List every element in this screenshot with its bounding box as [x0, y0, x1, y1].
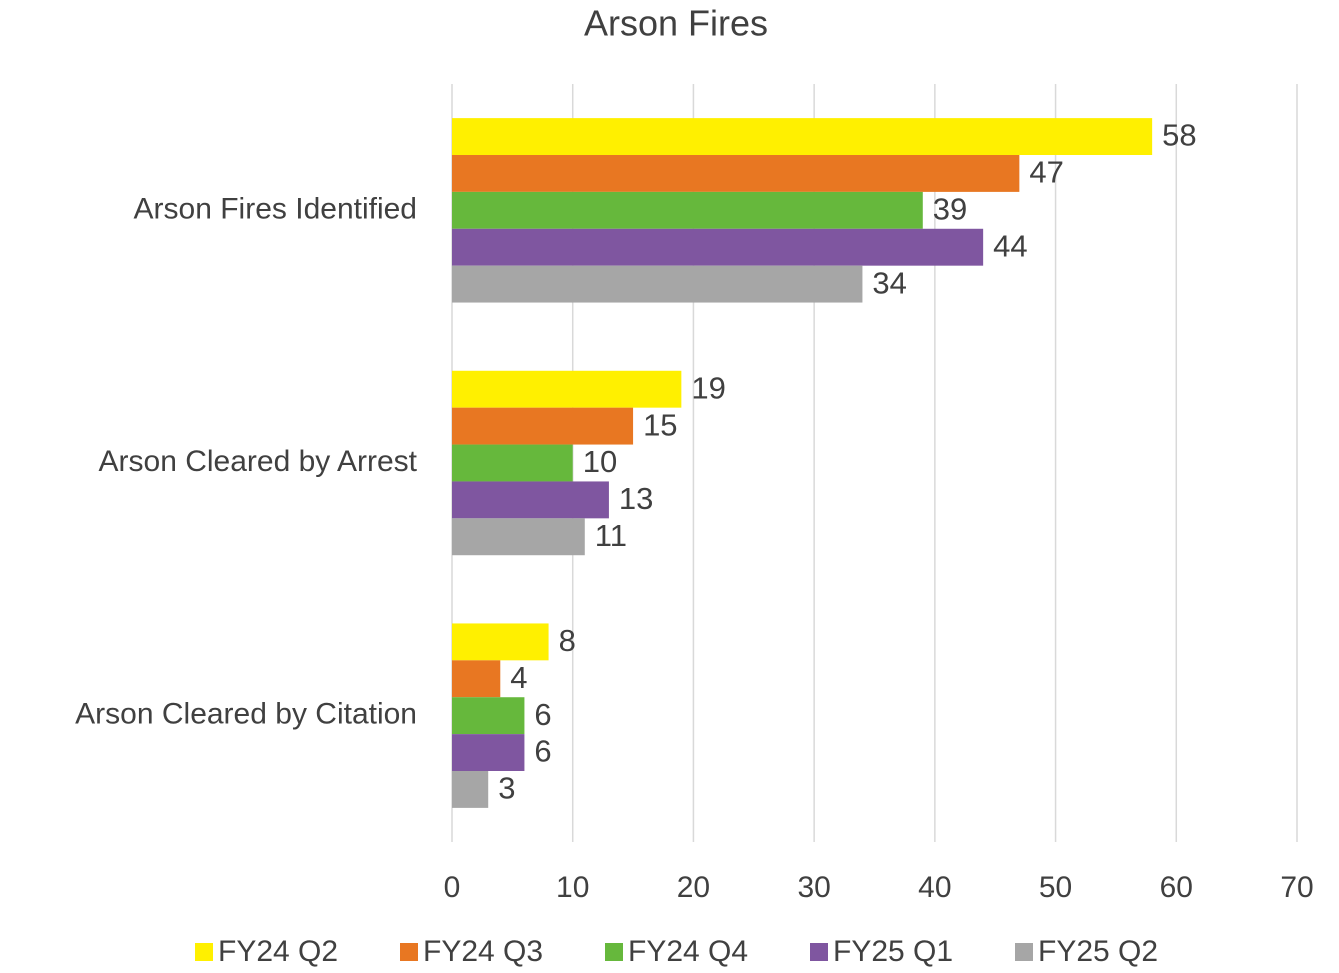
value-label: 15	[643, 407, 677, 442]
bar	[452, 734, 525, 772]
bar	[452, 481, 609, 519]
value-label: 10	[583, 444, 617, 479]
x-tick-label: 0	[444, 871, 461, 904]
x-tick-label: 10	[556, 871, 589, 904]
bar	[452, 444, 573, 482]
value-label: 44	[993, 228, 1027, 263]
x-tick-label: 40	[918, 871, 951, 904]
value-label: 19	[691, 370, 725, 405]
legend-swatch	[810, 943, 828, 961]
value-label: 6	[534, 697, 551, 732]
legend-label: FY24 Q2	[218, 935, 338, 968]
category-label: Arson Cleared by Citation	[75, 698, 417, 731]
chart-title: Arson Fires	[584, 3, 768, 44]
category-label: Arson Cleared by Arrest	[99, 445, 418, 478]
bar	[452, 265, 863, 303]
value-label: 3	[498, 771, 515, 806]
bar	[452, 118, 1153, 155]
value-label: 11	[595, 518, 627, 553]
value-label: 8	[559, 623, 576, 658]
value-label: 13	[619, 481, 653, 516]
legend-label: FY24 Q3	[423, 935, 543, 968]
x-tick-label: 30	[797, 871, 830, 904]
value-label: 4	[510, 660, 527, 695]
x-tick-label: 70	[1280, 871, 1313, 904]
legend-swatch	[1015, 943, 1033, 961]
bar	[452, 228, 984, 266]
legend-label: FY25 Q2	[1038, 935, 1158, 968]
value-label: 34	[872, 265, 906, 300]
bar	[452, 660, 501, 698]
category-label: Arson Fires Identified	[134, 192, 417, 225]
bar	[452, 154, 1020, 192]
bar	[452, 370, 682, 408]
value-label: 47	[1029, 155, 1063, 190]
legend-swatch	[400, 943, 418, 961]
legend-label: FY25 Q1	[833, 935, 953, 968]
x-tick-label: 50	[1039, 871, 1072, 904]
x-tick-label: 60	[1160, 871, 1193, 904]
bar	[452, 697, 525, 735]
legend-swatch	[195, 943, 213, 961]
value-label: 6	[534, 734, 551, 769]
bar	[452, 771, 489, 808]
bar	[452, 407, 634, 445]
bar	[452, 623, 549, 661]
bar	[452, 191, 923, 229]
value-label: 39	[933, 192, 967, 227]
legend-swatch	[605, 943, 623, 961]
value-label: 58	[1162, 118, 1196, 153]
bar	[452, 518, 585, 556]
x-tick-label: 20	[677, 871, 710, 904]
legend-label: FY24 Q4	[628, 935, 748, 968]
